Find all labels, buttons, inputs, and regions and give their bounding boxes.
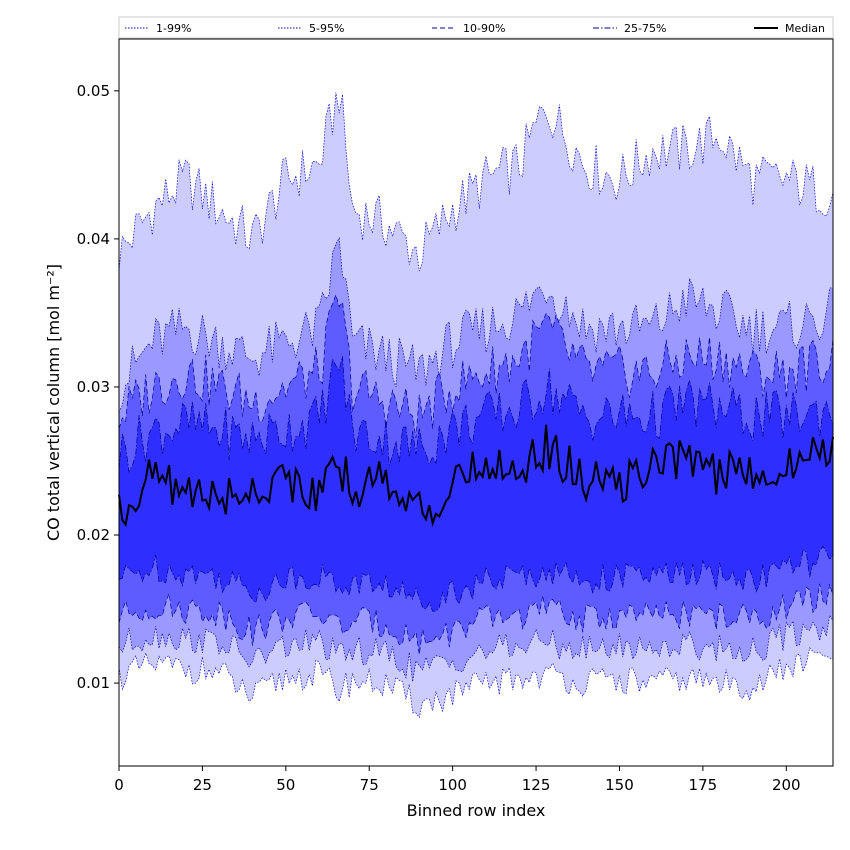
legend-label: 25-75%	[624, 22, 666, 35]
band-lower-line-5-95%	[118, 614, 834, 682]
y-tick-label: 0.02	[77, 526, 110, 544]
legend-label: 5-95%	[309, 22, 344, 35]
band-lower-line-10-90%	[118, 583, 834, 655]
x-tick-label: 0	[114, 776, 124, 794]
x-tick-label: 200	[772, 776, 801, 794]
x-axis-label: Binned row index	[407, 801, 546, 820]
x-tick-label: 100	[438, 776, 467, 794]
plot-median	[118, 424, 834, 528]
band-25-75%	[119, 356, 833, 612]
median-line	[118, 424, 834, 528]
legend-box	[118, 16, 834, 39]
legend-label: Median	[785, 22, 825, 35]
x-tick-label: 75	[360, 776, 379, 794]
x-tick-label: 175	[689, 776, 718, 794]
x-tick-label: 125	[522, 776, 551, 794]
y-axis: 0.01 0.02 0.03 0.04 0.05	[77, 82, 119, 692]
legend: 1-99% 5-95% 10-90% 25-75% Median	[118, 16, 834, 39]
y-tick-label: 0.04	[77, 230, 110, 248]
y-tick-label: 0.01	[77, 674, 110, 692]
y-axis-label: CO total vertical column [mol m⁻²]	[44, 264, 63, 541]
band-upper-line-5-95%	[118, 237, 834, 413]
y-tick-label: 0.03	[77, 378, 110, 396]
plot-frame	[118, 38, 834, 767]
plot-bands	[118, 92, 834, 719]
band-upper-line-25-75%	[118, 356, 834, 473]
x-tick-label: 25	[193, 776, 212, 794]
legend-label: 1-99%	[156, 22, 191, 35]
x-tick-label: 50	[276, 776, 295, 794]
x-tick-label: 150	[605, 776, 634, 794]
legend-label: 10-90%	[463, 22, 505, 35]
x-axis: 0 25 50 75 100 125 150 175 200	[114, 766, 801, 794]
band-lower-line-1-99%	[118, 647, 834, 719]
band-upper-line-10-90%	[118, 293, 834, 438]
band-upper-line-1-99%	[118, 92, 834, 272]
y-tick-label: 0.05	[77, 82, 110, 100]
